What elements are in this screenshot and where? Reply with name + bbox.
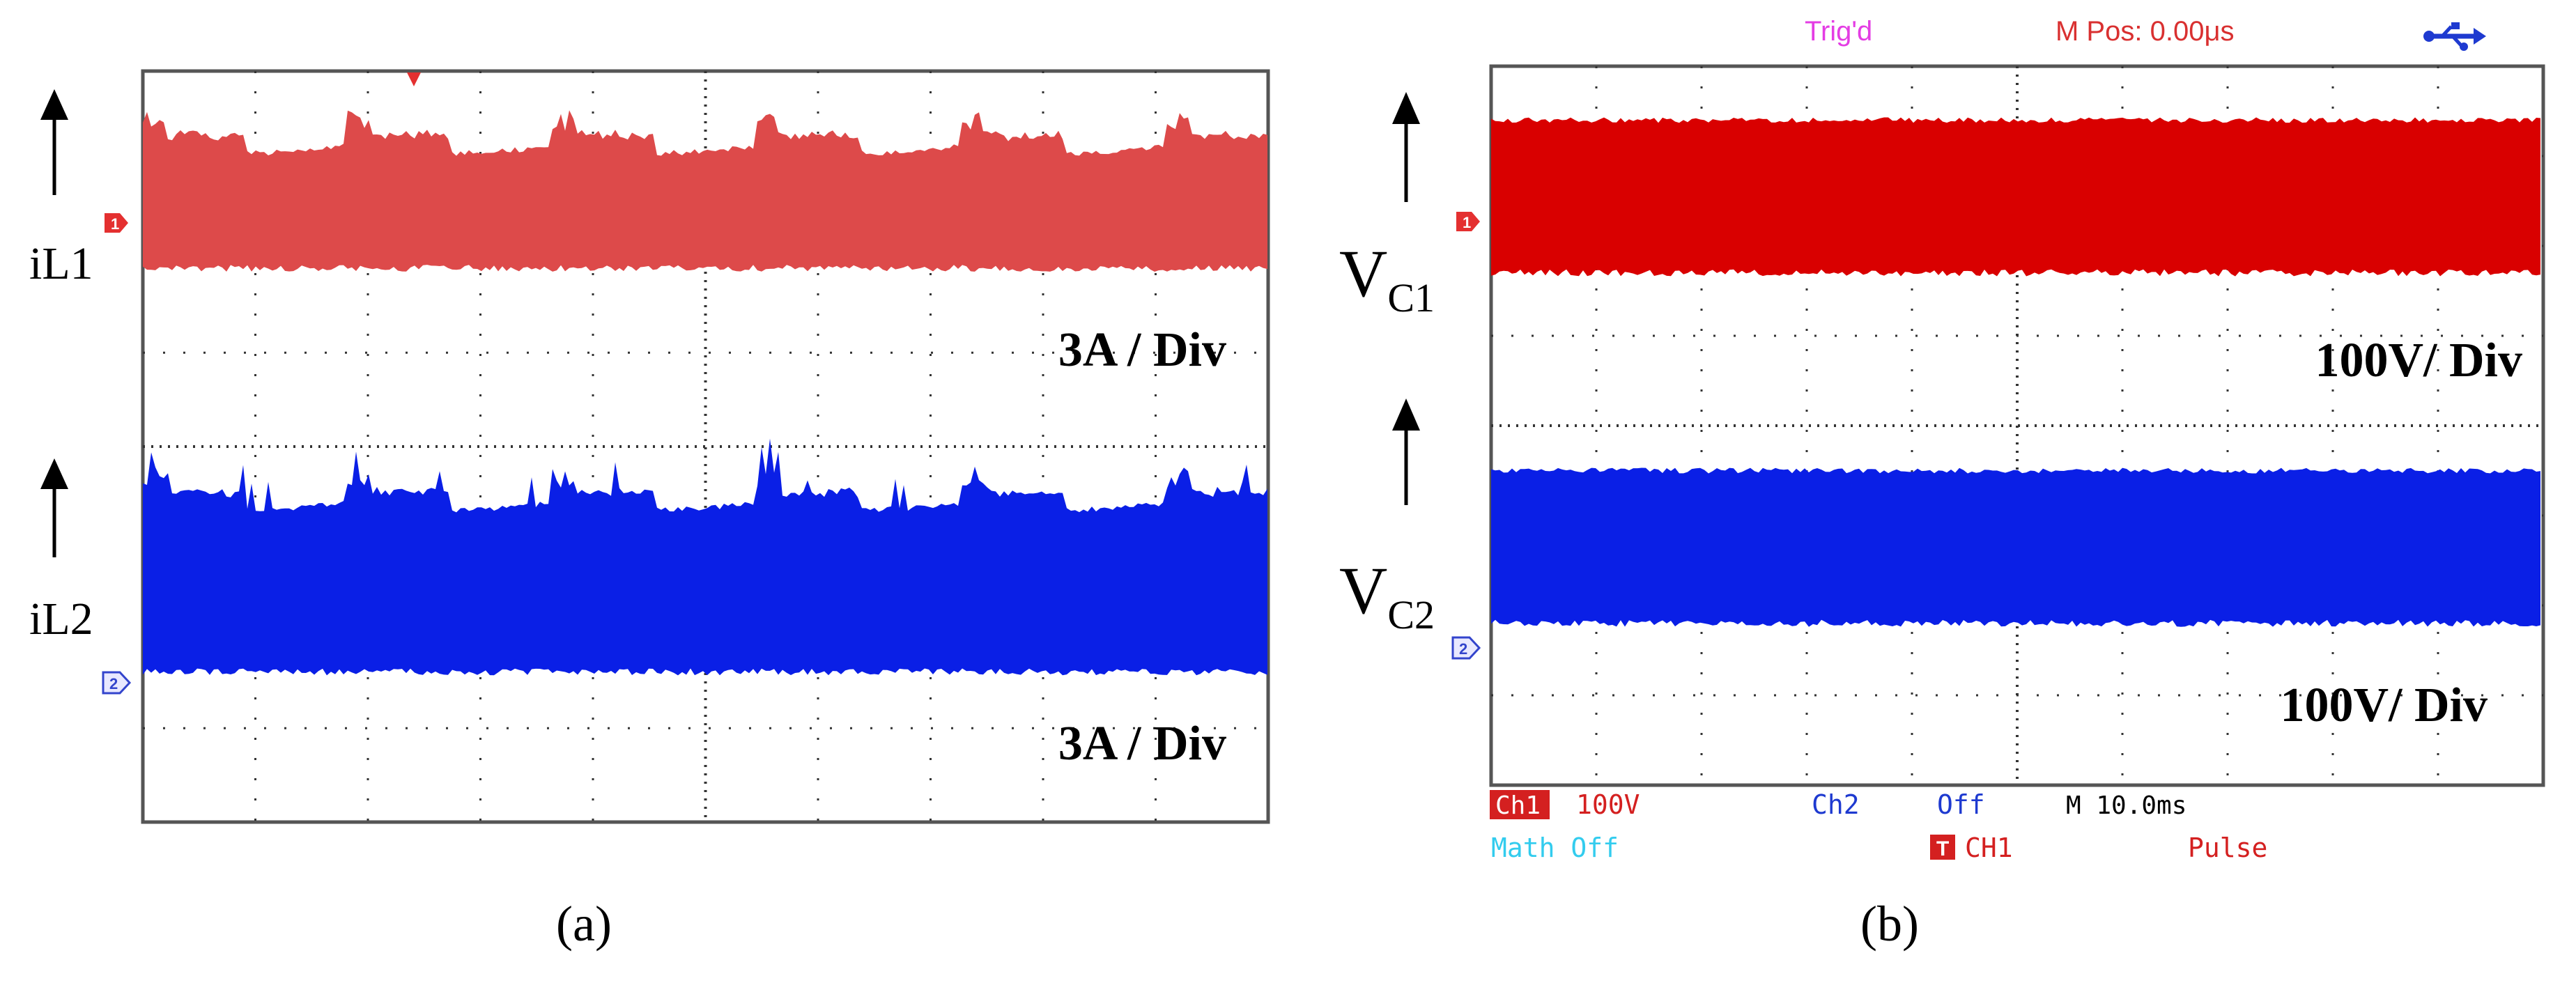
panel-b: Trig'd M Pos: 0.00μs 1 2 — [1339, 16, 2545, 952]
panel-b-VC1-label: VC1 — [1339, 236, 1435, 320]
timebase: M 10.0ms — [2066, 791, 2186, 820]
panel-b-VC2-scale-label: 100V/ Div — [2281, 679, 2488, 732]
panel-b-trig-status: Trig'd — [1805, 16, 1872, 47]
ch1-scale: 100V — [1576, 789, 1640, 820]
panel-b-traces — [1491, 117, 2540, 627]
trace-iL2 — [143, 438, 1267, 676]
panel-b-VC1-scale-label: 100V/ Div — [2315, 334, 2523, 387]
panel-a-trigger-marker — [407, 72, 421, 86]
panel-b-VC2-label: VC2 — [1339, 553, 1435, 637]
panel-a-grid — [143, 71, 1268, 822]
panel-b-VC2-arrow — [1392, 398, 1420, 505]
panel-a-iL2-arrow — [40, 458, 68, 557]
panel-b-status-bar: Ch1 100V Ch2 Off M 10.0ms Math Off T CH1… — [1490, 789, 2267, 863]
svg-text:2: 2 — [1459, 640, 1467, 658]
panel-b-caption: (b) — [1860, 896, 1919, 952]
panel-a-iL1-scale-label: 3A / Div — [1058, 323, 1226, 377]
math-status: Math Off — [1491, 833, 1619, 863]
svg-text:2: 2 — [109, 675, 118, 692]
panel-b-VC1-arrow — [1392, 92, 1420, 202]
ch2-state: Off — [1937, 789, 1985, 820]
panel-a: 1 2 iL1 iL2 3A / Div 3A / Div (a) — [29, 69, 1270, 952]
trigger-badge-letter: T — [1936, 837, 1949, 860]
ch1-badge: Ch1 — [1495, 791, 1541, 820]
trigger-source: CH1 — [1965, 833, 2013, 863]
usb-icon — [2423, 22, 2486, 51]
panel-b-ch1-marker: 1 — [1456, 212, 1480, 231]
trace-VC1 — [1491, 117, 2540, 277]
panel-a-ch2-marker: 2 — [102, 671, 132, 695]
panel-a-iL2-scale-label: 3A / Div — [1058, 717, 1226, 771]
ch2-label: Ch2 — [1812, 789, 1860, 820]
panel-a-iL1-arrow — [40, 89, 68, 195]
trigger-mode: Pulse — [2188, 833, 2267, 863]
panel-b-mpos: M Pos: 0.00μs — [2056, 16, 2234, 47]
panel-a-traces — [143, 110, 1267, 676]
panel-a-iL2-label: iL2 — [29, 594, 93, 644]
panel-b-ch2-marker: 2 — [1451, 636, 1481, 660]
trace-iL1 — [143, 110, 1267, 272]
trigger-badge-icon — [1930, 835, 1955, 860]
panel-a-iL1-label: iL1 — [29, 238, 93, 289]
panel-a-caption: (a) — [556, 896, 612, 952]
trace-VC2 — [1491, 467, 2540, 627]
ch1-badge-bg — [1490, 790, 1550, 819]
panel-a-ch1-marker: 1 — [105, 213, 128, 233]
svg-text:1: 1 — [1463, 214, 1471, 231]
svg-text:1: 1 — [111, 215, 119, 233]
